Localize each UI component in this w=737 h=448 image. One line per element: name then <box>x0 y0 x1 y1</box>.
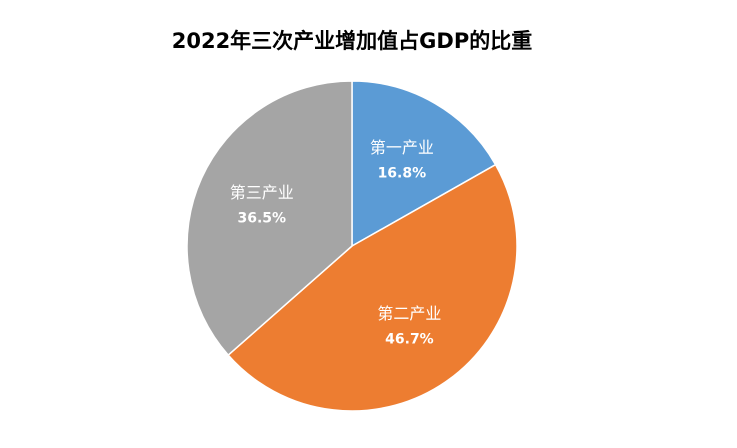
slice-value-label: 46.7% <box>385 332 434 348</box>
pie-slice <box>351 80 497 248</box>
slice-value-label: 16.8% <box>378 165 427 181</box>
chart-title: 2022年三次产业增加值占GDP的比重 <box>172 29 533 53</box>
slice-category-label: 第三产业 <box>230 183 294 202</box>
pie-slice <box>227 163 518 412</box>
slice-category-label: 第一产业 <box>370 138 434 157</box>
slice-category-label: 第二产业 <box>377 304 441 323</box>
slice-value-label: 36.5% <box>237 210 286 226</box>
pie-slice <box>186 80 353 357</box>
